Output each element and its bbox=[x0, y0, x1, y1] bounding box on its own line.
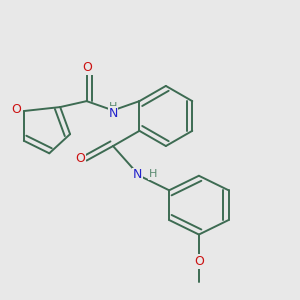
Text: O: O bbox=[195, 255, 205, 268]
Text: N: N bbox=[108, 106, 118, 119]
Text: O: O bbox=[82, 61, 92, 74]
Text: O: O bbox=[12, 103, 22, 116]
Text: H: H bbox=[109, 102, 118, 112]
Text: H: H bbox=[148, 169, 157, 179]
Text: O: O bbox=[75, 152, 85, 165]
Text: N: N bbox=[133, 168, 142, 181]
